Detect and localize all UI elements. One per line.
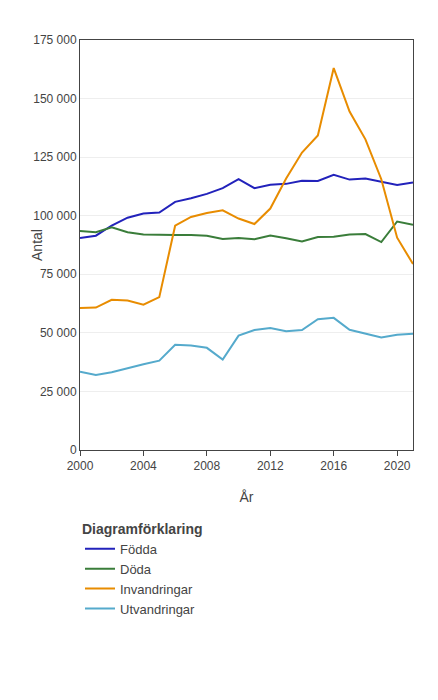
svg-text:50 000: 50 000 bbox=[40, 326, 77, 340]
svg-text:År: År bbox=[240, 489, 254, 505]
svg-text:125 000: 125 000 bbox=[33, 150, 77, 164]
svg-text:2020: 2020 bbox=[384, 459, 411, 473]
svg-text:0: 0 bbox=[70, 443, 77, 457]
svg-text:Födda: Födda bbox=[120, 542, 158, 557]
svg-text:Döda: Döda bbox=[120, 562, 152, 577]
svg-text:150 000: 150 000 bbox=[33, 92, 77, 106]
svg-text:Invandringar: Invandringar bbox=[120, 582, 193, 597]
svg-text:2012: 2012 bbox=[257, 459, 284, 473]
svg-text:2000: 2000 bbox=[67, 459, 94, 473]
svg-text:2004: 2004 bbox=[130, 459, 157, 473]
svg-text:100 000: 100 000 bbox=[33, 209, 77, 223]
svg-text:175 000: 175 000 bbox=[33, 33, 77, 47]
svg-text:25 000: 25 000 bbox=[40, 385, 77, 399]
svg-text:2016: 2016 bbox=[320, 459, 347, 473]
svg-text:75 000: 75 000 bbox=[40, 267, 77, 281]
svg-text:2008: 2008 bbox=[194, 459, 221, 473]
svg-text:Diagramförklaring: Diagramförklaring bbox=[82, 521, 203, 537]
svg-text:Utvandringar: Utvandringar bbox=[120, 602, 195, 617]
svg-text:Antal: Antal bbox=[29, 229, 45, 261]
